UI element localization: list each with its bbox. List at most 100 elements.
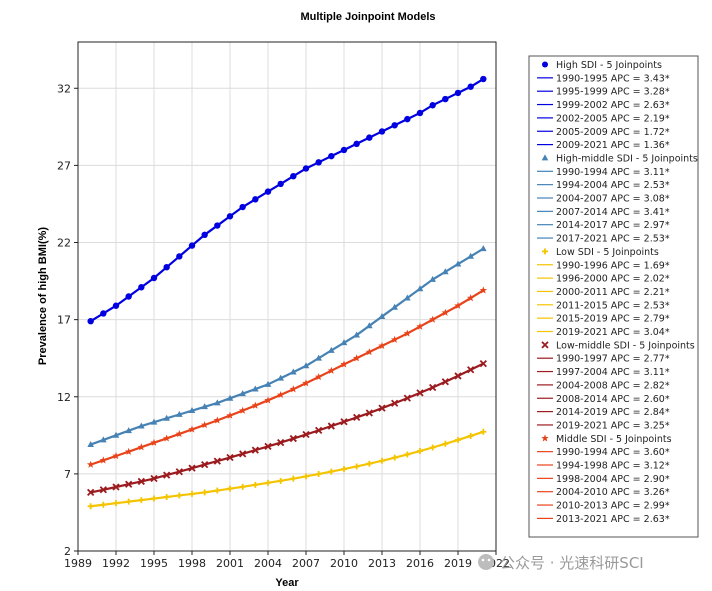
data-point (378, 341, 386, 350)
data-point (467, 252, 474, 259)
legend-segment-label: 1996-2000 APC = 2.02* (556, 274, 670, 285)
y-tick-label: 2 (64, 545, 71, 558)
data-point (416, 389, 424, 397)
data-point (391, 454, 398, 461)
legend-segment-label: 2013-2021 APC = 2.63* (556, 514, 670, 525)
data-point (239, 450, 247, 458)
data-point (480, 75, 487, 83)
data-point (125, 427, 132, 434)
data-point (454, 372, 462, 380)
legend-series-name: Middle SDI - 5 Joinpoints (556, 434, 672, 445)
x-tick-label: 2007 (292, 557, 320, 570)
data-point (403, 394, 411, 402)
legend-segment-label: 2000-2011 APC = 2.21* (556, 287, 670, 298)
data-point (125, 480, 133, 488)
legend-segment-label: 1998-2004 APC = 2.90* (556, 474, 670, 485)
wechat-icon (478, 554, 494, 570)
legend-series-name: High SDI - 5 Joinpoints (556, 60, 662, 71)
data-point (226, 394, 234, 401)
data-point (277, 438, 285, 447)
data-point (353, 331, 360, 338)
data-point (403, 329, 412, 337)
data-point (277, 374, 284, 381)
data-point (315, 426, 323, 435)
data-point (366, 460, 373, 467)
data-point (163, 263, 170, 271)
y-tick-label: 7 (64, 468, 71, 481)
legend-series-name: High-middle SDI - 5 Joinpoints (556, 153, 698, 164)
legend-segment-label: 1990-1996 APC = 1.69* (556, 260, 670, 271)
data-point (264, 188, 272, 195)
legend-marker (541, 154, 549, 161)
data-point (125, 498, 132, 505)
data-point (213, 457, 221, 465)
data-point (353, 413, 361, 422)
data-point (327, 366, 336, 374)
data-point (378, 404, 386, 412)
data-point (100, 436, 107, 443)
legend-segment-label: 2010-2013 APC = 2.99* (556, 501, 670, 512)
legend: High SDI - 5 Joinpoints 1990-1995 APC = 3… (537, 60, 698, 525)
data-point (315, 159, 322, 166)
legend-segment-label: 1997-2004 APC = 3.11* (556, 367, 670, 378)
data-point (353, 463, 360, 470)
x-tick-label: 2013 (368, 557, 396, 570)
x-axis-ticks: 1989 1992 1995 1998 2001 2004 2007 2010 2013 2016… (64, 551, 510, 570)
y-axis-label: Prevalence of high BMI(%) (37, 227, 49, 365)
data-point (289, 385, 298, 393)
y-tick-label: 12 (57, 391, 71, 404)
data-point (201, 489, 208, 496)
data-point (201, 460, 209, 469)
data-point (340, 360, 348, 368)
data-point (290, 475, 297, 482)
data-point (379, 457, 385, 464)
legend-segment-label: 2005-2009 APC = 1.72* (556, 127, 670, 138)
data-point (188, 425, 196, 433)
legend-segment-label: 2019-2021 APC = 3.25* (556, 420, 670, 431)
legend-segment-label: 2015-2019 APC = 2.79* (556, 314, 670, 325)
data-point (454, 89, 462, 97)
data-point (341, 466, 347, 473)
data-point (150, 274, 158, 282)
data-point (137, 477, 145, 486)
data-point (454, 260, 462, 267)
x-tick-label: 2001 (216, 557, 244, 570)
data-point (290, 368, 297, 375)
data-point (391, 399, 399, 407)
data-point (151, 495, 157, 502)
y-tick-label: 22 (57, 237, 71, 250)
data-point (404, 294, 411, 301)
data-point (188, 407, 196, 414)
data-point (112, 431, 120, 438)
data-point (365, 348, 374, 356)
data-point (315, 354, 322, 361)
data-point (239, 203, 246, 211)
x-tick-label: 1989 (64, 557, 92, 570)
y-tick-label: 17 (57, 314, 71, 327)
data-point (214, 399, 221, 406)
data-point (150, 438, 158, 446)
legend-segment-label: 1990-1994 APC = 3.60* (556, 447, 670, 458)
x-axis-label: Year (275, 577, 299, 589)
data-point (303, 473, 309, 480)
data-point (466, 294, 475, 302)
data-point (124, 447, 133, 455)
data-point (214, 487, 221, 494)
data-point (87, 317, 94, 325)
data-point (125, 293, 132, 300)
data-point (302, 362, 310, 369)
data-point (404, 451, 411, 458)
data-point (328, 152, 335, 160)
data-point (264, 396, 272, 404)
data-point (429, 444, 436, 451)
data-point (226, 213, 234, 220)
legend-segment-label: 1999-2002 APC = 2.63* (556, 100, 670, 111)
legend-segment-label: 2014-2017 APC = 2.97* (556, 220, 670, 231)
x-tick-label: 2019 (444, 557, 472, 570)
data-point (416, 322, 424, 330)
data-point (176, 492, 183, 499)
series-plus (87, 428, 487, 510)
data-point (100, 501, 107, 508)
x-tick-label: 1992 (102, 557, 130, 570)
watermark-text: 公众号 · 光速科研SCI (500, 554, 644, 572)
